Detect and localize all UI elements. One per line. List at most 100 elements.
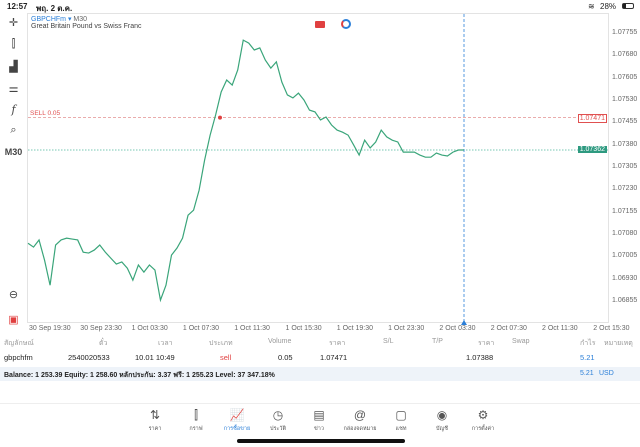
nav-tab[interactable]: ▤ ข่าว [299, 409, 339, 433]
nav-label: ข่าว [314, 426, 324, 432]
crosshair-icon[interactable]: ✛ [8, 17, 19, 29]
y-tick-label: 1.07155 [612, 207, 638, 215]
header-ticket: ตั๋ว [99, 340, 108, 347]
y-tick-label: 1.07005 [612, 252, 638, 260]
chart-header: GBPCHFm ▾ M30 Great Britain Pound vs Swi… [31, 16, 142, 30]
balance-text: Balance: 1 253.39 Equity: 1 258.60 หลักป… [4, 372, 275, 379]
header-price: ราคา [478, 340, 495, 347]
sell-price-tag: 1.07471 [577, 114, 607, 123]
header-tp: T/P [432, 338, 443, 345]
nav-icon: ▢ [395, 408, 407, 422]
nav-tab[interactable]: ⫿ กราฟ [176, 409, 216, 433]
currency: USD [599, 370, 614, 377]
row-open-price: 1.07471 [320, 353, 348, 362]
status-bar: 12:57 พฤ. 2 ต.ค. ≋ 28% [0, 0, 640, 13]
nav-icon: 📈 [229, 408, 245, 422]
timer-icon[interactable] [341, 19, 351, 29]
nav-tab[interactable]: 📈 การซื้อขาย [217, 409, 257, 433]
total-profit: 5.21 [580, 370, 594, 377]
battery-icon [622, 3, 634, 9]
status-time: 12:57 [7, 2, 28, 11]
time-cursor-marker [461, 320, 467, 325]
y-tick-label: 1.07605 [612, 73, 638, 81]
nav-label: แชท [395, 426, 407, 432]
y-tick-label: 1.07530 [612, 96, 638, 103]
nav-label: บัญชี [436, 426, 448, 432]
header-time: เวลา [158, 340, 173, 347]
nav-label: กล่องจดหมาย [343, 426, 377, 432]
x-tick-label: 1 Oct 15:30 [285, 325, 322, 332]
row-volume: 0.05 [278, 353, 293, 362]
price-line [27, 39, 464, 303]
row-type: sell [220, 353, 232, 362]
y-tick-label: 1.07230 [612, 185, 638, 193]
nav-tab[interactable]: @ กล่องจดหมาย [340, 409, 380, 433]
row-symbol: gbpchfm [4, 353, 33, 362]
trade-icon[interactable]: ▣ [8, 314, 19, 326]
chart-description: Great Britain Pound vs Swiss Franc [31, 23, 142, 30]
row-ticket: 2540020533 [68, 353, 110, 362]
header-symbol: สัญลักษณ์ [4, 340, 34, 347]
header-open-price: ราคา [329, 340, 346, 347]
settings-sliders-icon[interactable]: ⚌ [8, 83, 19, 95]
nav-icon: ▤ [313, 408, 325, 422]
row-time: 10.01 10:49 [135, 353, 175, 362]
objects-icon[interactable]: ⌕ [10, 124, 17, 136]
x-tick-label: 30 Sep 23:30 [80, 325, 122, 332]
chart-area[interactable] [27, 13, 609, 323]
timeframe-button[interactable]: M30 [4, 147, 23, 157]
nav-tab[interactable]: ⇅ ราคา [135, 409, 175, 433]
nav-icon: ⇅ [149, 408, 161, 422]
y-tick-label: 1.07305 [612, 163, 638, 170]
function-icon[interactable]: f [11, 103, 16, 116]
nav-tab[interactable]: ⚙ การตั้งค่า [463, 409, 503, 433]
nav-tab[interactable]: ▢ แชท [381, 409, 421, 433]
battery-level: 28% [600, 2, 617, 11]
indicators-icon[interactable]: ▟ [9, 61, 18, 73]
nav-icon: ⚙ [477, 408, 489, 422]
nav-label: ประวัติ [269, 426, 287, 432]
x-tick-label: 1 Oct 23:30 [388, 325, 425, 332]
header-comment: หมายเหตุ [604, 340, 633, 347]
current-price-tag: 1.07362 [577, 146, 607, 153]
nav-tab[interactable]: ◷ ประวัติ [258, 409, 298, 433]
home-indicator [237, 439, 405, 443]
x-tick-label: 1 Oct 07:30 [182, 325, 220, 332]
header-profit: กำไร [580, 340, 596, 347]
zoom-icon[interactable]: ⊖ [8, 289, 19, 301]
y-tick-label: 1.07080 [612, 230, 638, 237]
candles-icon[interactable]: ⫿ [11, 38, 16, 50]
one-click-trading-icon[interactable] [315, 21, 325, 28]
x-tick-label: 2 Oct 11:30 [542, 325, 578, 332]
y-tick-label: 1.07455 [612, 118, 638, 126]
header-volume: Volume [268, 338, 292, 345]
wifi-icon: ≋ [588, 2, 595, 11]
row-profit: 5.21 [580, 353, 595, 362]
chart-timeframe: M30 [73, 16, 88, 23]
y-tick-label: 1.07755 [612, 29, 638, 36]
sell-order-label: SELL 0.05 [30, 110, 61, 117]
y-tick-label: 1.07380 [612, 140, 638, 148]
nav-tab[interactable]: ◉ บัญชี [422, 409, 462, 433]
x-tick-label: 2 Oct 07:30 [490, 325, 527, 332]
y-tick-label: 1.07680 [612, 51, 638, 59]
nav-icon: @ [353, 408, 367, 422]
header-sl: S/L [383, 338, 394, 345]
header-type: ประเภท [209, 340, 233, 347]
x-tick-label: 1 Oct 03:30 [131, 325, 168, 332]
status-date: พฤ. 2 ต.ค. [36, 4, 73, 13]
header-swap: Swap [512, 338, 530, 345]
x-tick-label: 1 Oct 11:30 [234, 325, 270, 332]
balance-bar: Balance: 1 253.39 Equity: 1 258.60 หลักป… [0, 367, 640, 381]
chart-symbol[interactable]: GBPCHFm [31, 16, 66, 23]
nav-label: กราฟ [189, 426, 203, 432]
x-tick-label: 2 Oct 15:30 [593, 325, 630, 332]
bottom-nav: ⇅ ราคา ⫿ กราฟ 📈 การซื้อขาย ◷ ประวัติ ▤ ข่าว @ กล่อง… [0, 403, 640, 433]
x-tick-label: 30 Sep 19:30 [29, 325, 71, 332]
y-tick-label: 1.06930 [612, 274, 638, 282]
nav-icon: ◷ [272, 408, 284, 422]
sell-entry-marker [218, 115, 222, 120]
x-tick-label: 2 Oct 03:30 [439, 325, 476, 332]
x-tick-label: 1 Oct 19:30 [336, 325, 373, 332]
